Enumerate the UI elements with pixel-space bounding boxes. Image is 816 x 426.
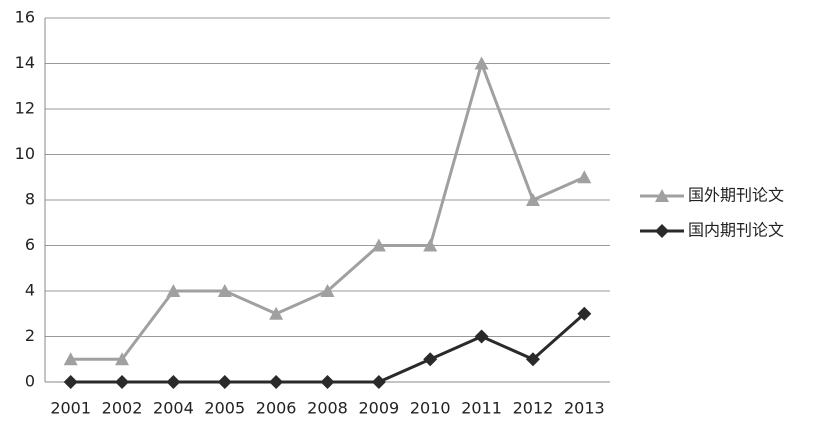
point-marker [371, 238, 386, 252]
point-marker [474, 329, 489, 344]
point-marker [269, 306, 284, 320]
y-tick-label: 14 [15, 53, 35, 72]
point-marker [320, 375, 335, 389]
x-tick-label: 2008 [307, 399, 348, 418]
y-tick-label: 6 [25, 235, 35, 254]
point-marker [63, 352, 78, 366]
series-line [70, 58, 585, 361]
x-tick-label: 2010 [410, 399, 451, 418]
y-tick-label: 10 [15, 144, 35, 163]
point-marker [63, 375, 78, 389]
point-marker [423, 238, 438, 252]
point-marker [320, 284, 335, 297]
point-marker [269, 375, 284, 389]
point-marker [115, 375, 130, 389]
y-tick-label: 4 [25, 281, 35, 300]
y-tick-label: 16 [15, 8, 35, 27]
point-marker [217, 375, 232, 389]
x-tick-label: 2002 [102, 399, 143, 418]
legend-marker [655, 189, 669, 202]
point-marker [474, 56, 489, 70]
point-marker [217, 284, 232, 297]
y-tick-label: 8 [25, 190, 35, 209]
point-marker [166, 284, 181, 297]
x-tick-label: 2013 [564, 399, 605, 418]
y-tick-label: 0 [25, 372, 35, 391]
point-marker [423, 352, 438, 367]
point-marker [371, 375, 386, 389]
legend-label: 国内期刊论文 [688, 221, 784, 240]
point-marker [577, 170, 592, 184]
x-tick-label: 2006 [256, 399, 297, 418]
point-marker [577, 306, 592, 321]
x-tick-label: 2012 [513, 399, 554, 418]
legend-marker [655, 224, 669, 238]
point-marker [166, 375, 181, 389]
x-tick-label: 2009 [359, 399, 400, 418]
x-tick-label: 2001 [50, 399, 91, 418]
y-tick-label: 12 [15, 99, 35, 118]
legend-label: 国外期刊论文 [688, 186, 784, 205]
x-tick-label: 2011 [461, 399, 502, 418]
x-tick-label: 2004 [153, 399, 194, 418]
y-tick-label: 2 [25, 326, 35, 345]
x-tick-label: 2005 [204, 399, 245, 418]
point-marker [115, 352, 130, 366]
point-marker [525, 193, 540, 206]
point-marker [525, 352, 540, 367]
